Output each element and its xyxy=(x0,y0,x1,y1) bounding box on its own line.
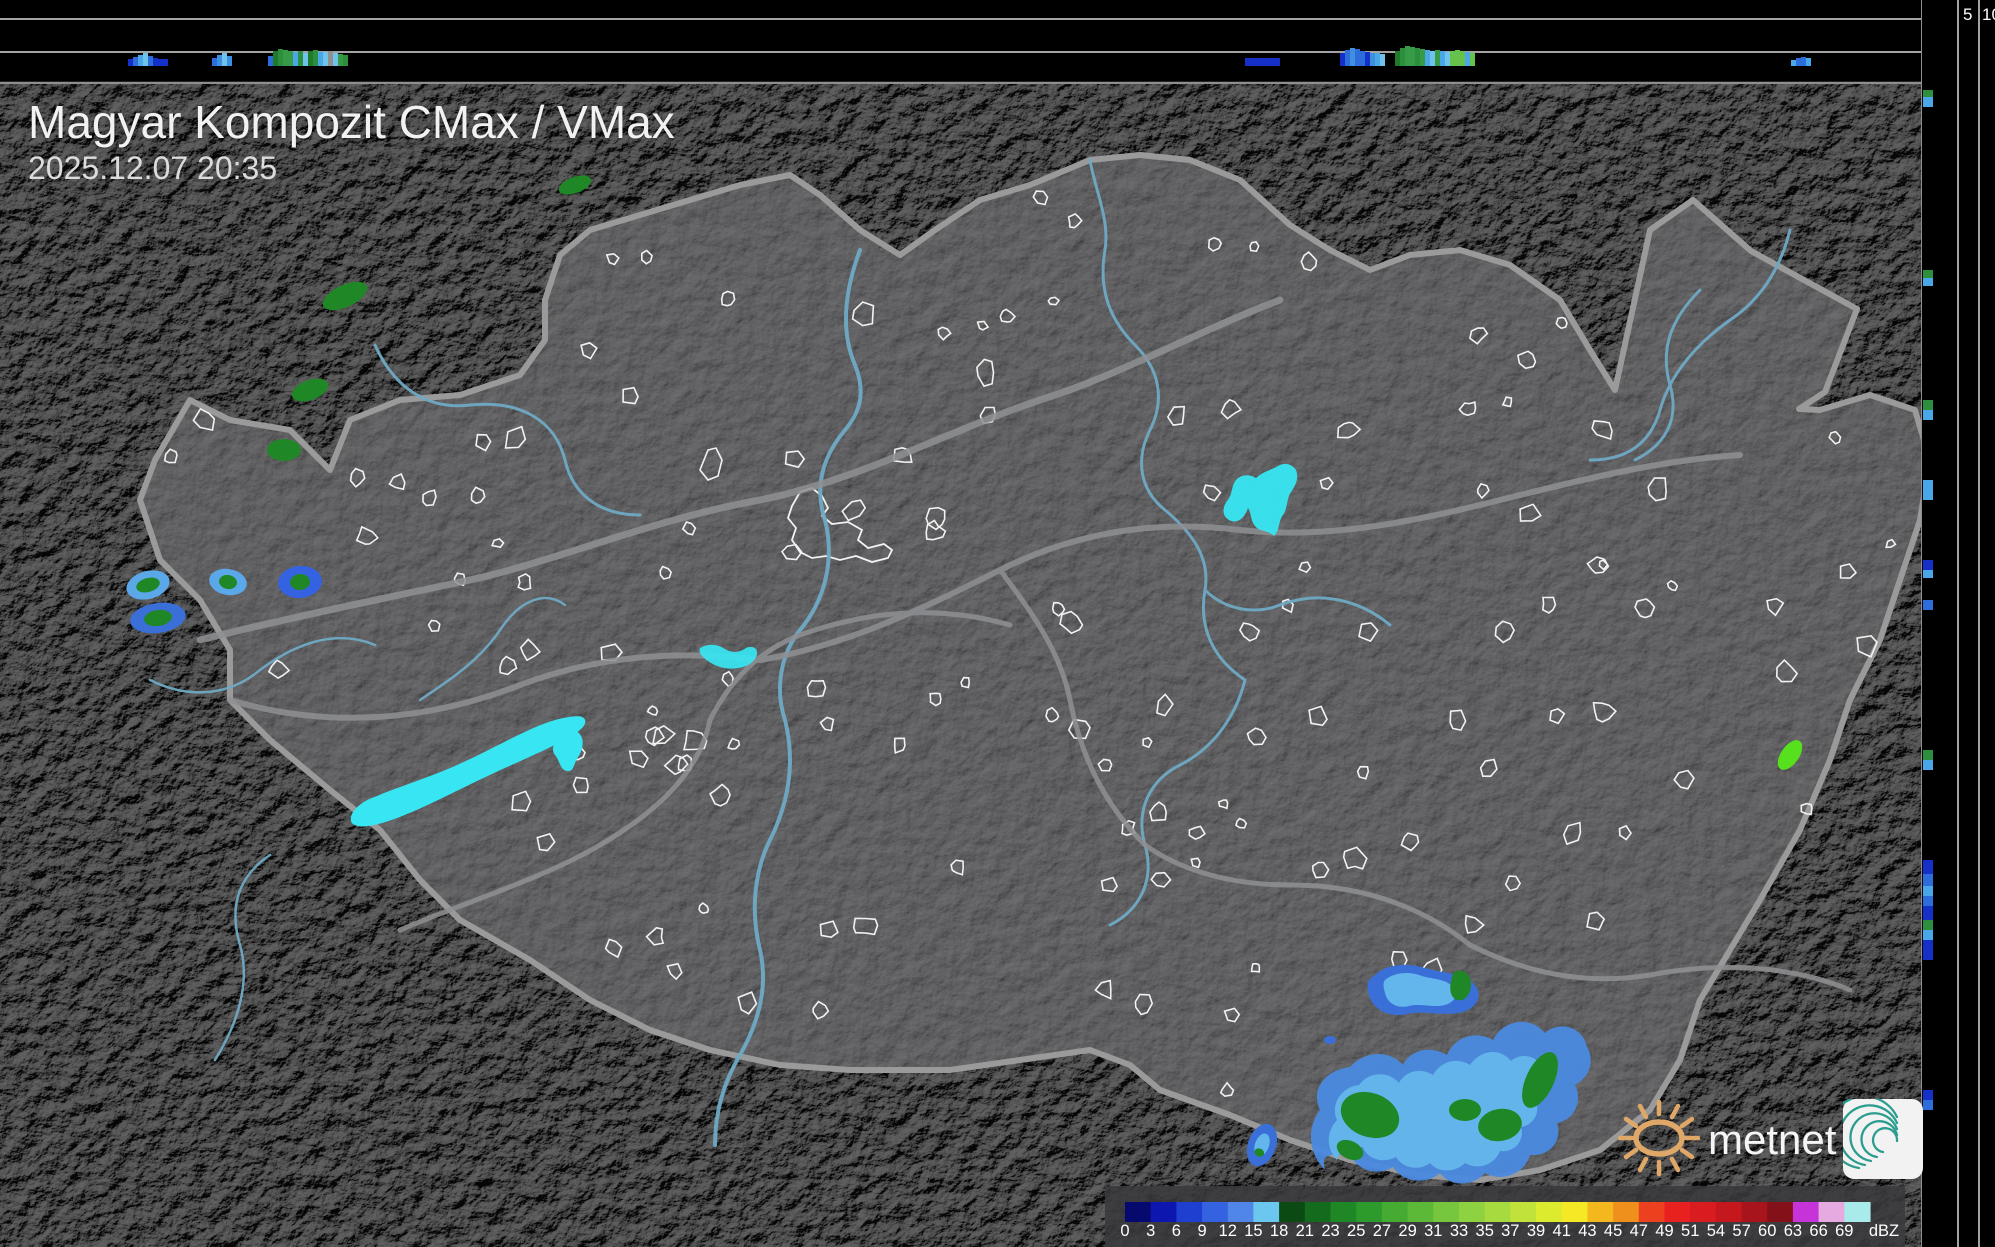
svg-text:3: 3 xyxy=(1146,1222,1155,1240)
svg-text:35: 35 xyxy=(1476,1222,1494,1240)
svg-text:25: 25 xyxy=(1347,1222,1365,1240)
svg-text:21: 21 xyxy=(1296,1222,1314,1240)
svg-text:69: 69 xyxy=(1835,1222,1853,1240)
svg-text:45: 45 xyxy=(1604,1222,1622,1240)
svg-text:57: 57 xyxy=(1732,1222,1750,1240)
svg-text:39: 39 xyxy=(1527,1222,1545,1240)
svg-text:63: 63 xyxy=(1784,1222,1802,1240)
svg-text:0: 0 xyxy=(1120,1222,1129,1240)
svg-text:dBZ: dBZ xyxy=(1869,1222,1899,1240)
svg-text:33: 33 xyxy=(1450,1222,1468,1240)
svg-text:37: 37 xyxy=(1501,1222,1519,1240)
svg-text:60: 60 xyxy=(1758,1222,1776,1240)
svg-text:metnet: metnet xyxy=(1708,1116,1837,1163)
svg-text:9: 9 xyxy=(1198,1222,1207,1240)
svg-text:27: 27 xyxy=(1373,1222,1391,1240)
svg-text:18: 18 xyxy=(1270,1222,1288,1240)
svg-text:5: 5 xyxy=(1963,5,1972,24)
svg-text:10: 10 xyxy=(1982,5,1995,24)
svg-text:15: 15 xyxy=(1244,1222,1262,1240)
svg-text:43: 43 xyxy=(1578,1222,1596,1240)
svg-text:54: 54 xyxy=(1707,1222,1725,1240)
svg-text:29: 29 xyxy=(1398,1222,1416,1240)
svg-text:47: 47 xyxy=(1630,1222,1648,1240)
svg-text:23: 23 xyxy=(1321,1222,1339,1240)
svg-text:12: 12 xyxy=(1219,1222,1237,1240)
svg-text:6: 6 xyxy=(1172,1222,1181,1240)
svg-text:41: 41 xyxy=(1553,1222,1571,1240)
svg-text:49: 49 xyxy=(1655,1222,1673,1240)
svg-text:51: 51 xyxy=(1681,1222,1699,1240)
svg-text:31: 31 xyxy=(1424,1222,1442,1240)
svg-text:66: 66 xyxy=(1809,1222,1827,1240)
